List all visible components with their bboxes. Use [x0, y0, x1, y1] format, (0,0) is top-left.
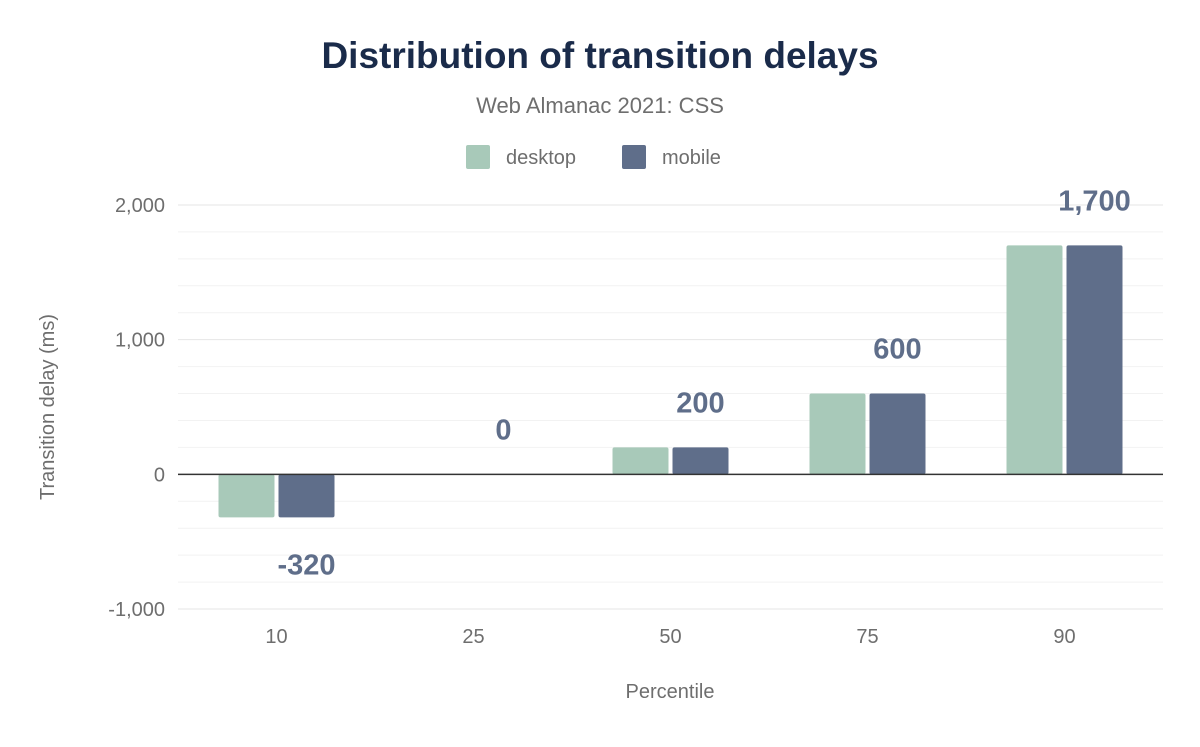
- x-tick-label: 10: [265, 626, 287, 648]
- y-axis: -1,000 0 1,000 2,000: [108, 195, 165, 621]
- x-tick-label: 25: [462, 626, 484, 648]
- bar-mobile-50: [673, 447, 729, 474]
- data-label: -320: [277, 549, 335, 581]
- legend-label-desktop: desktop: [506, 147, 576, 169]
- bar-desktop-90: [1007, 245, 1063, 474]
- legend-swatch-mobile: [622, 145, 646, 169]
- bar-desktop-10: [219, 474, 275, 517]
- x-tick-label: 90: [1053, 626, 1075, 648]
- y-tick-label: -1,000: [108, 599, 165, 621]
- legend-swatch-desktop: [466, 145, 490, 169]
- chart-subtitle: Web Almanac 2021: CSS: [476, 93, 724, 118]
- x-tick-label: 75: [856, 626, 878, 648]
- data-label: 1,700: [1058, 185, 1131, 217]
- y-tick-label: 0: [154, 464, 165, 486]
- legend: desktop mobile: [466, 145, 721, 169]
- data-labels: -320 0 200 600 1,700: [277, 185, 1130, 581]
- data-label: 600: [873, 334, 921, 366]
- chart-title: Distribution of transition delays: [321, 35, 878, 76]
- bar-mobile-75: [870, 394, 926, 475]
- bar-desktop-50: [613, 447, 669, 474]
- data-label: 0: [495, 414, 511, 446]
- y-axis-title: Transition delay (ms): [37, 314, 59, 500]
- data-label: 200: [676, 387, 724, 419]
- x-tick-label: 50: [659, 626, 681, 648]
- y-tick-label: 2,000: [115, 195, 165, 217]
- legend-label-mobile: mobile: [662, 147, 721, 169]
- bar-mobile-90: [1067, 245, 1123, 474]
- y-tick-label: 1,000: [115, 330, 165, 352]
- x-axis-title: Percentile: [626, 681, 715, 703]
- bar-desktop-75: [810, 394, 866, 475]
- bar-mobile-10: [279, 474, 335, 517]
